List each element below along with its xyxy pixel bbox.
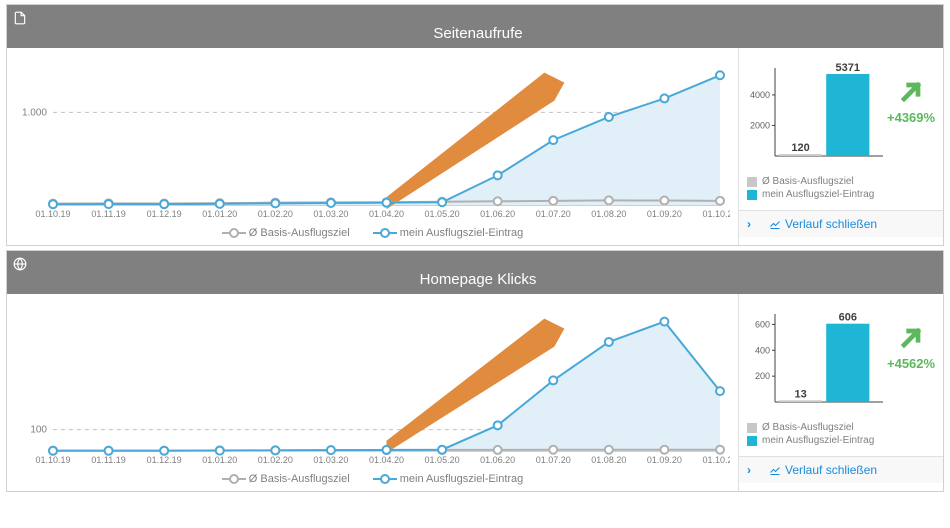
percent-change: +4562% (887, 356, 935, 371)
svg-text:1.000: 1.000 (22, 107, 47, 118)
legend-label: Ø Basis-Ausflugsziel (249, 473, 350, 485)
close-label: Verlauf schließen (785, 463, 877, 477)
mini-bar-chart: 200 400 600 13 606 (747, 302, 887, 412)
chevron-right-icon: › (747, 217, 751, 231)
svg-text:01.05.20: 01.05.20 (425, 209, 460, 219)
percent-change: +4369% (887, 110, 935, 125)
svg-text:4000: 4000 (750, 90, 770, 100)
svg-text:01.12.19: 01.12.19 (147, 455, 182, 465)
svg-text:600: 600 (755, 319, 770, 329)
svg-text:01.11.19: 01.11.19 (91, 455, 125, 465)
main-chart-area: 100 01.10.19 01.11.19 01.12.19 01.01.20 01.02… (7, 294, 738, 491)
svg-text:13: 13 (794, 388, 806, 400)
mini-legend: Ø Basis-Ausflugsziel mein Ausflugsziel-E… (739, 416, 943, 456)
chart-icon (769, 218, 781, 230)
arrow-up-right-icon (897, 324, 925, 352)
legend-label: mein Ausflugsziel-Eintrag (762, 435, 874, 446)
chevron-right-icon: › (747, 463, 751, 477)
stats-panel: Seitenaufrufe 1.000 01.10.19 01.11.19 01.12… (6, 4, 944, 246)
svg-text:01.10.20: 01.10.20 (702, 455, 730, 465)
svg-text:01.02.20: 01.02.20 (258, 455, 293, 465)
line-chart: 100 01.10.19 01.11.19 01.12.19 01.01.20 01.02… (15, 304, 730, 469)
main-chart-area: 1.000 01.10.19 01.11.19 01.12.19 01.01.20 01.… (7, 48, 738, 245)
svg-text:01.09.20: 01.09.20 (647, 455, 682, 465)
mini-legend: Ø Basis-Ausflugsziel mein Ausflugsziel-E… (739, 170, 943, 210)
svg-text:01.07.20: 01.07.20 (536, 455, 571, 465)
svg-text:01.09.20: 01.09.20 (647, 209, 682, 219)
panel-title: Homepage Klicks (420, 271, 537, 288)
close-history-button[interactable]: › Verlauf schließen (739, 210, 943, 237)
stats-panel: Homepage Klicks 100 01.10.19 01.11.19 01.12… (6, 250, 944, 492)
panel-header: Homepage Klicks (7, 251, 943, 294)
globe-icon (13, 257, 937, 271)
main-legend: Ø Basis-Ausflugsziel mein Ausflugsziel-E… (15, 469, 730, 487)
arrow-up-right-icon (897, 78, 925, 106)
svg-text:01.07.20: 01.07.20 (536, 209, 571, 219)
trend-indicator: +4369% (887, 56, 935, 125)
legend-label: Ø Basis-Ausflugsziel (249, 227, 350, 239)
svg-text:01.08.20: 01.08.20 (591, 455, 626, 465)
svg-text:01.05.20: 01.05.20 (425, 455, 460, 465)
svg-text:606: 606 (839, 312, 857, 324)
svg-text:01.04.20: 01.04.20 (369, 455, 404, 465)
close-history-button[interactable]: › Verlauf schließen (739, 456, 943, 483)
svg-text:01.10.20: 01.10.20 (702, 209, 730, 219)
svg-text:01.11.19: 01.11.19 (91, 209, 125, 219)
svg-text:01.04.20: 01.04.20 (369, 209, 404, 219)
legend-label: mein Ausflugsziel-Eintrag (400, 473, 524, 485)
chart-icon (769, 464, 781, 476)
svg-text:100: 100 (30, 425, 47, 436)
mini-bar-chart: 2000 4000 120 5371 (747, 56, 887, 166)
svg-text:01.01.20: 01.01.20 (202, 455, 237, 465)
trend-indicator: +4562% (887, 302, 935, 371)
legend-label: Ø Basis-Ausflugsziel (762, 176, 854, 187)
svg-text:120: 120 (791, 142, 809, 154)
svg-text:2000: 2000 (750, 120, 770, 130)
main-legend: Ø Basis-Ausflugsziel mein Ausflugsziel-E… (15, 223, 730, 241)
svg-text:01.12.19: 01.12.19 (147, 209, 182, 219)
legend-label: mein Ausflugsziel-Eintrag (400, 227, 524, 239)
panel-header: Seitenaufrufe (7, 5, 943, 48)
panel-title: Seitenaufrufe (433, 25, 522, 42)
svg-text:01.10.19: 01.10.19 (35, 209, 70, 219)
svg-text:01.06.20: 01.06.20 (480, 209, 515, 219)
summary-sidebar: 200 400 600 13 606 +4562% Ø Basis-Ausflugszi… (738, 294, 943, 491)
svg-text:01.01.20: 01.01.20 (202, 209, 237, 219)
svg-text:01.03.20: 01.03.20 (313, 455, 348, 465)
svg-text:5371: 5371 (836, 62, 860, 74)
svg-text:400: 400 (755, 345, 770, 355)
close-label: Verlauf schließen (785, 217, 877, 231)
legend-label: mein Ausflugsziel-Eintrag (762, 189, 874, 200)
svg-text:01.02.20: 01.02.20 (258, 209, 293, 219)
svg-text:200: 200 (755, 371, 770, 381)
svg-text:01.03.20: 01.03.20 (313, 209, 348, 219)
legend-label: Ø Basis-Ausflugsziel (762, 422, 854, 433)
line-chart: 1.000 01.10.19 01.11.19 01.12.19 01.01.20 01.… (15, 58, 730, 223)
svg-text:01.06.20: 01.06.20 (480, 455, 515, 465)
svg-text:01.08.20: 01.08.20 (591, 209, 626, 219)
svg-text:01.10.19: 01.10.19 (35, 455, 70, 465)
document-icon (13, 11, 937, 25)
summary-sidebar: 2000 4000 120 5371 +4369% Ø Basis-Ausflugsz… (738, 48, 943, 245)
